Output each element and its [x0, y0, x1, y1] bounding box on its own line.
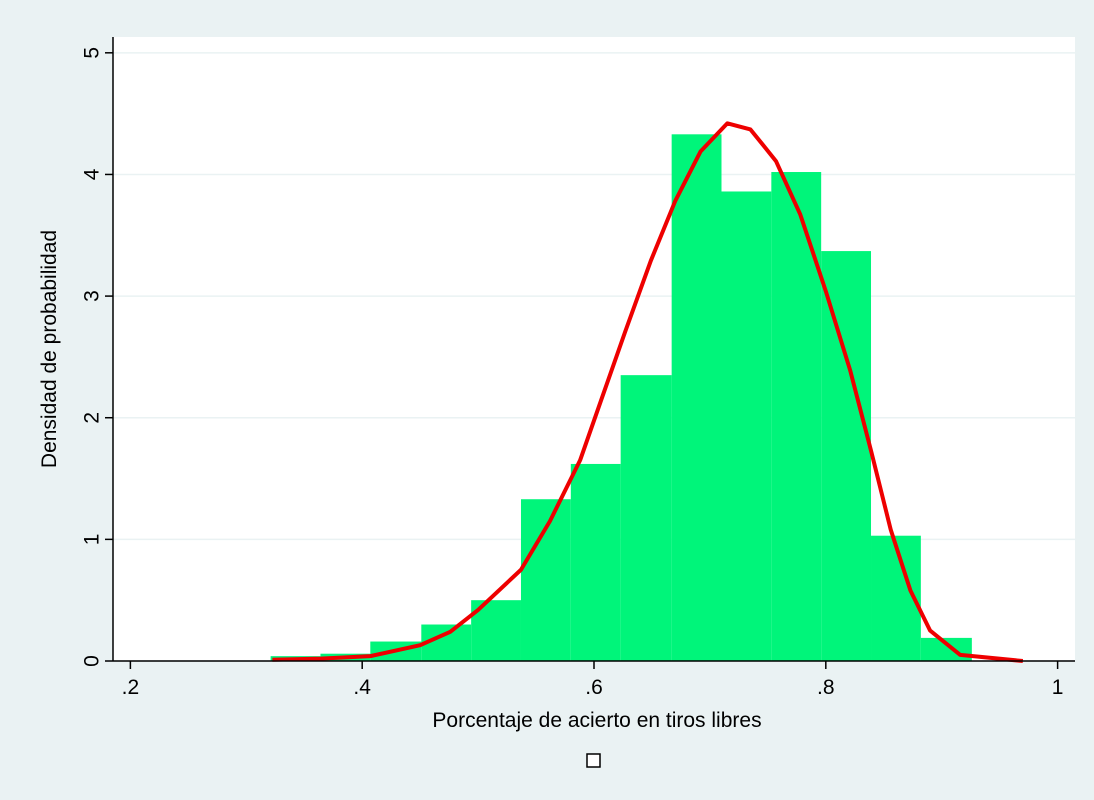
y-tick-label: 5: [81, 47, 104, 59]
bar: [721, 191, 772, 661]
density-curve: [272, 121, 1024, 663]
bar: [771, 172, 822, 661]
y-axis-title: Densidad de probabilidad: [38, 230, 61, 468]
bar: [671, 134, 722, 661]
y-tick-label: 0: [81, 655, 104, 667]
y-tick-label: 3: [81, 290, 104, 302]
x-tick-label: .4: [353, 676, 371, 699]
bar: [520, 499, 571, 661]
bar: [570, 463, 621, 661]
x-tick-label: .6: [585, 676, 603, 699]
legend-key: [586, 753, 601, 768]
x-tick-label: 1: [1052, 676, 1064, 699]
x-tick-label: .8: [817, 676, 835, 699]
x-tick-label: .2: [122, 676, 140, 699]
y-tick-label: 1: [81, 534, 104, 546]
bar: [620, 375, 672, 661]
bar: [821, 251, 872, 661]
x-axis-title: Porcentaje de acierto en tiros libres: [432, 709, 761, 732]
y-tick-label: 4: [81, 168, 104, 180]
y-tick-label: 2: [81, 412, 104, 424]
